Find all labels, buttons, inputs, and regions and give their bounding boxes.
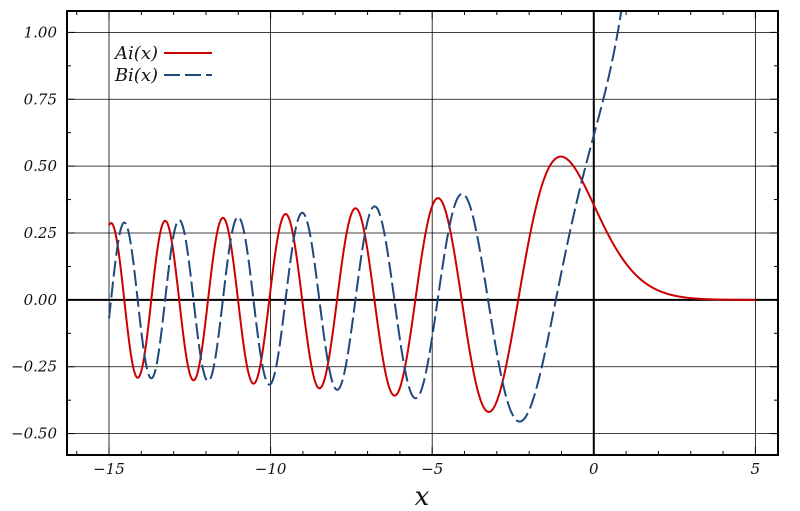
grid-lines bbox=[67, 11, 778, 455]
x-tick-label: −10 bbox=[255, 460, 287, 478]
series-layer bbox=[108, 11, 757, 423]
y-tick-label: 0.25 bbox=[24, 224, 57, 242]
x-tick-label: −15 bbox=[93, 460, 125, 478]
legend: Ai(x) Bi(x) bbox=[113, 43, 212, 86]
series-line-bi bbox=[108, 11, 623, 423]
series-line-ai bbox=[108, 155, 757, 413]
tick-marks bbox=[67, 11, 778, 455]
tick-labels: −15 −10 −5 0 5 1.00 0.75 0.50 0.25 0.00 −0.25 −0.50 bbox=[11, 23, 760, 478]
legend-label-ai: Ai(x) bbox=[113, 43, 158, 64]
y-tick-label: −0.50 bbox=[11, 425, 57, 443]
y-tick-label: 0.00 bbox=[24, 291, 58, 309]
y-tick-label: 0.75 bbox=[24, 90, 57, 108]
legend-label-bi: Bi(x) bbox=[114, 65, 158, 86]
x-tick-label: 0 bbox=[589, 460, 599, 478]
y-tick-label: 1.00 bbox=[24, 23, 58, 41]
x-axis-title: x bbox=[415, 482, 430, 511]
y-tick-label: 0.50 bbox=[24, 157, 58, 175]
x-tick-label: 5 bbox=[751, 460, 761, 478]
y-tick-label: −0.25 bbox=[11, 358, 57, 376]
x-tick-label: −5 bbox=[421, 460, 443, 478]
